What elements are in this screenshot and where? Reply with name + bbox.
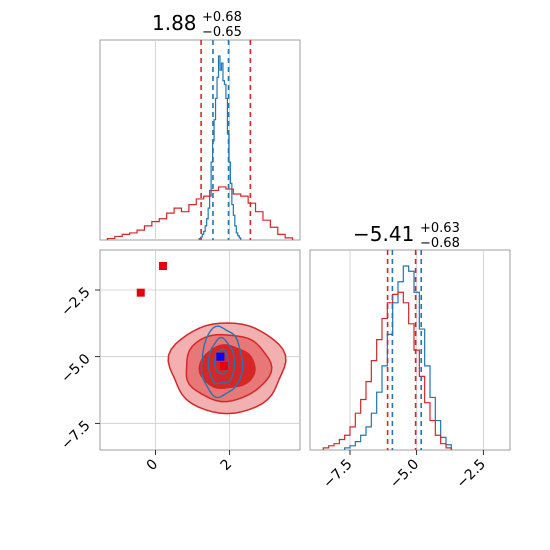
x-tick-label: −2.5 [454,456,489,491]
x-tick-label: 0 [144,456,162,474]
marker-square [216,352,225,361]
title-median: 1.88 [152,11,197,35]
title-plus: +0.68 [202,10,242,25]
title-plus: +0.63 [420,221,460,236]
panel-x1-marginal: 1.88 +0.68−0.65 [99,10,301,241]
x-tick-label: −7.5 [320,456,355,491]
x-tick-label: −5.0 [387,456,422,491]
y-tick-label: −5.0 [58,351,93,386]
blue-contour [213,348,229,375]
marker-square [220,362,229,370]
panel-x2-marginal: −5.41 +0.63−0.68 −7.5 −5.0 −2.5 [309,221,511,492]
blue-contour [200,325,244,399]
histogram-series [198,55,242,240]
panel-frame [99,39,301,241]
panel-joint: 0 2 −7.5 −5.0 −2.5 [58,249,301,474]
y-tick-label: −2.5 [58,284,93,319]
marker-square [136,288,145,297]
histogram-series [106,186,294,240]
blue-contour [207,336,236,385]
histogram-series [322,291,452,450]
marker-square [158,262,167,270]
title-minus: −0.68 [420,236,460,251]
title-minus: −0.65 [202,25,242,40]
panel-frame [309,249,511,451]
title-median: −5.41 [353,222,414,246]
y-tick-label: −7.5 [58,418,93,453]
x-tick-label: 2 [218,456,236,474]
